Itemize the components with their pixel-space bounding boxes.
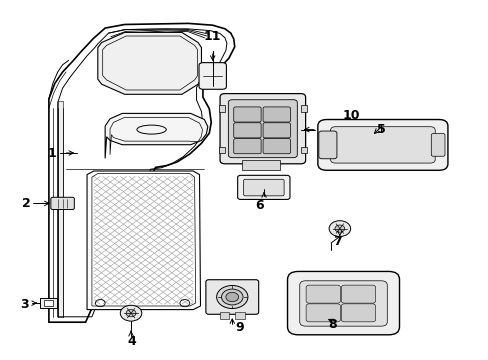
Circle shape xyxy=(334,225,344,232)
Circle shape xyxy=(328,221,350,237)
FancyBboxPatch shape xyxy=(51,197,74,210)
Text: 6: 6 xyxy=(254,199,263,212)
FancyBboxPatch shape xyxy=(233,123,261,138)
FancyBboxPatch shape xyxy=(330,127,434,163)
Circle shape xyxy=(221,289,243,305)
Text: 4: 4 xyxy=(127,335,136,348)
FancyBboxPatch shape xyxy=(263,107,290,122)
Polygon shape xyxy=(105,113,207,158)
FancyBboxPatch shape xyxy=(243,179,284,196)
Text: 2: 2 xyxy=(21,197,30,210)
Bar xyxy=(242,160,280,170)
FancyBboxPatch shape xyxy=(317,120,447,170)
FancyBboxPatch shape xyxy=(430,134,444,156)
Text: 5: 5 xyxy=(376,123,385,136)
FancyBboxPatch shape xyxy=(233,139,261,154)
Text: 3: 3 xyxy=(20,298,28,311)
Text: 9: 9 xyxy=(235,321,244,334)
FancyBboxPatch shape xyxy=(299,281,386,326)
Text: 11: 11 xyxy=(203,30,221,42)
FancyBboxPatch shape xyxy=(305,304,340,322)
Polygon shape xyxy=(87,171,200,310)
FancyBboxPatch shape xyxy=(341,304,375,322)
FancyBboxPatch shape xyxy=(199,63,226,89)
FancyBboxPatch shape xyxy=(287,271,399,335)
Circle shape xyxy=(216,285,247,309)
Circle shape xyxy=(120,305,142,321)
Circle shape xyxy=(126,310,136,317)
FancyBboxPatch shape xyxy=(205,280,258,314)
Text: 10: 10 xyxy=(342,109,359,122)
FancyBboxPatch shape xyxy=(263,139,290,154)
Text: 7: 7 xyxy=(332,235,341,248)
FancyBboxPatch shape xyxy=(233,107,261,122)
Bar xyxy=(40,298,57,308)
Bar xyxy=(219,147,224,153)
FancyBboxPatch shape xyxy=(318,131,336,159)
Polygon shape xyxy=(58,101,62,317)
FancyBboxPatch shape xyxy=(305,285,340,303)
FancyBboxPatch shape xyxy=(263,123,290,138)
Bar xyxy=(300,105,306,112)
Bar xyxy=(300,147,306,153)
Circle shape xyxy=(225,292,238,302)
Bar xyxy=(219,105,224,112)
Text: 1: 1 xyxy=(47,147,56,159)
FancyBboxPatch shape xyxy=(228,100,297,158)
FancyBboxPatch shape xyxy=(341,285,375,303)
FancyBboxPatch shape xyxy=(220,94,305,164)
Polygon shape xyxy=(49,23,234,322)
Text: 8: 8 xyxy=(327,318,336,330)
FancyBboxPatch shape xyxy=(237,175,289,199)
Bar xyxy=(44,300,53,306)
Bar xyxy=(235,312,244,319)
Polygon shape xyxy=(98,32,201,94)
Bar xyxy=(219,312,229,319)
